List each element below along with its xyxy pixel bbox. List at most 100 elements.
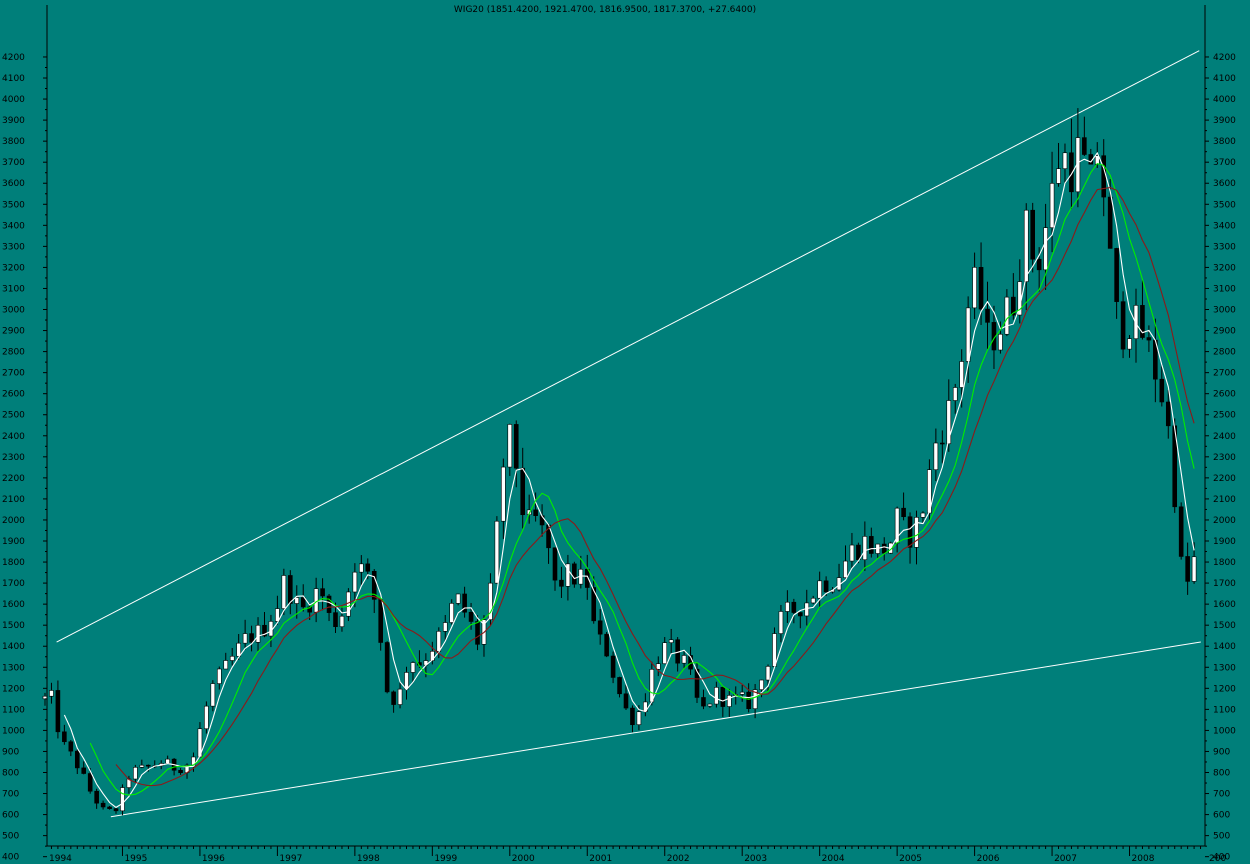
y-tick-label-left: 1700: [2, 579, 25, 589]
y-tick-label-left: 700: [2, 790, 19, 800]
candle-body: [972, 267, 977, 309]
y-tick-label-right: 2100: [1213, 495, 1236, 505]
y-tick-label-right: 2300: [1213, 453, 1236, 463]
candle-body: [881, 543, 887, 554]
y-tick-label-right: 3400: [1213, 221, 1236, 231]
candle-body: [572, 563, 577, 585]
y-tick-label-left: 1400: [2, 642, 25, 652]
x-tick-label: 2003: [744, 854, 767, 864]
candle-body: [862, 536, 868, 561]
candle-body: [210, 683, 216, 707]
candle-body: [352, 571, 358, 593]
candle-body: [604, 633, 609, 657]
y-tick-label-left: 1100: [2, 705, 25, 715]
candle-body: [940, 442, 945, 445]
y-tick-label-left: 3500: [2, 200, 25, 210]
candle-body: [759, 679, 764, 690]
y-tick-label-right: 1700: [1213, 579, 1236, 589]
candle-body: [952, 387, 958, 401]
candle-body: [901, 507, 906, 518]
candle-body: [920, 512, 926, 518]
candle-body: [797, 612, 803, 617]
candle-body: [281, 575, 287, 609]
candle-body: [326, 595, 332, 613]
candle-body: [1146, 337, 1152, 341]
y-tick-label-right: 400: [1213, 853, 1230, 863]
y-tick-label-right: 2900: [1213, 327, 1236, 337]
y-tick-label-right: 2700: [1213, 369, 1236, 379]
candle-body: [507, 424, 513, 468]
y-tick-label-right: 1200: [1213, 684, 1236, 694]
candle-body: [513, 424, 519, 469]
y-tick-label-right: 2400: [1213, 432, 1236, 442]
candle-body: [559, 579, 564, 587]
candle-body: [391, 691, 396, 705]
y-tick-label-left: 800: [2, 769, 19, 779]
candle-body: [927, 469, 932, 514]
y-tick-label-left: 2200: [2, 474, 25, 484]
x-tick-label: 2002: [667, 854, 690, 864]
candle-body: [1120, 301, 1126, 350]
y-tick-label-right: 2200: [1213, 474, 1236, 484]
candle-body: [217, 668, 222, 684]
candle-body: [371, 570, 377, 600]
x-tick-label: 2005: [899, 854, 922, 864]
candle-body: [107, 806, 112, 809]
candle-body: [313, 588, 319, 613]
candle-body: [100, 802, 106, 808]
candle-body: [810, 597, 816, 604]
x-tick-label: 200: [1209, 854, 1226, 864]
candle-body: [223, 660, 229, 670]
candle-body: [139, 764, 145, 768]
candle-body: [204, 705, 209, 730]
candle-body: [384, 642, 390, 693]
y-tick-label-left: 1800: [2, 558, 25, 568]
candle-body: [1069, 152, 1074, 193]
y-tick-label-left: 500: [2, 832, 19, 842]
y-tick-label-right: 1000: [1213, 726, 1236, 736]
y-tick-label-right: 3900: [1213, 116, 1236, 126]
candle-body: [726, 695, 732, 707]
y-tick-label-right: 1600: [1213, 600, 1236, 610]
y-tick-label-left: 3400: [2, 221, 25, 231]
candle-body: [843, 560, 848, 578]
candle-body: [933, 442, 939, 471]
candle-body: [785, 601, 790, 612]
candle-body: [849, 544, 855, 562]
trendlines: [56, 50, 1201, 818]
y-tick-label-right: 800: [1213, 769, 1230, 779]
candle-body: [1133, 305, 1139, 340]
candle-body: [1075, 137, 1081, 193]
candle-body: [707, 703, 713, 707]
candle-body: [255, 624, 261, 643]
candle-body: [455, 593, 461, 604]
y-tick-label-right: 3100: [1213, 284, 1236, 294]
candle-body: [1036, 258, 1042, 271]
candle-body: [494, 520, 500, 584]
y-tick-label-right: 1400: [1213, 642, 1236, 652]
candle-body: [49, 690, 54, 697]
candle-body: [1004, 296, 1010, 335]
candle-body: [623, 693, 629, 709]
candle-body: [249, 633, 254, 643]
y-tick-label-left: 4000: [2, 95, 25, 105]
candle-body: [145, 764, 151, 767]
y-tick-label-left: 2800: [2, 348, 25, 358]
candle-body: [501, 466, 506, 522]
y-tick-label-left: 2100: [2, 495, 25, 505]
y-tick-label-right: 3300: [1213, 242, 1236, 252]
candle-body: [449, 603, 455, 623]
y-tick-label-right: 1800: [1213, 558, 1236, 568]
candle-body: [1101, 155, 1107, 198]
y-tick-label-left: 2000: [2, 516, 25, 526]
candle-body: [1140, 305, 1145, 338]
candle-body: [959, 361, 964, 388]
candle-body: [81, 767, 87, 774]
moving-averages: [63, 151, 1195, 809]
candle-body: [1114, 248, 1119, 302]
y-tick-label-right: 2500: [1213, 411, 1236, 421]
candle-body: [746, 691, 751, 709]
candle-body: [1165, 401, 1171, 427]
candle-body: [655, 663, 661, 670]
candle-body: [914, 517, 919, 548]
